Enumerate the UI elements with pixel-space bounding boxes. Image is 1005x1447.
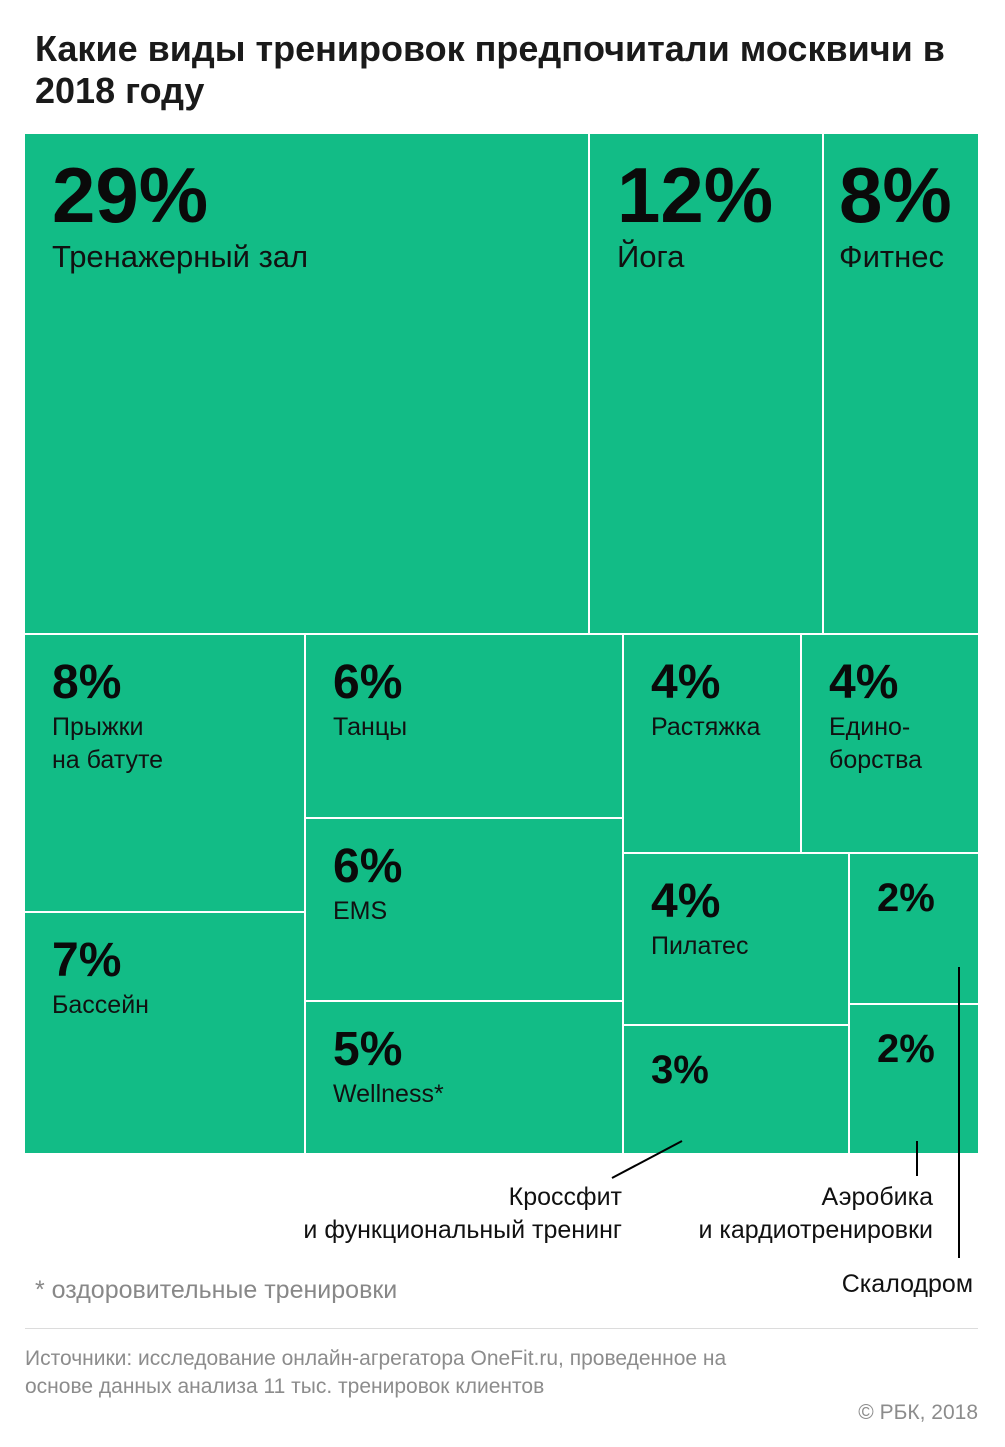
cell-percent: 12%: [617, 151, 774, 239]
cell-label: Прыжки на батуте: [52, 713, 164, 774]
cell-percent: 7%: [52, 934, 122, 987]
treemap-cell-wellness: 5% Wellness*: [306, 1002, 622, 1153]
callout-aerobics: Аэробика и кардиотренировки: [698, 1183, 933, 1244]
treemap-cell-aerobics: 2%: [850, 1005, 978, 1153]
cell-percent: 3%: [651, 1048, 709, 1092]
treemap-cell-martial-arts: 4% Едино- борства: [802, 635, 978, 852]
treemap-cell-pilates: 4% Пилатес: [624, 854, 848, 1024]
treemap-cell-ems: 6% EMS: [306, 819, 622, 1000]
chart-title: Какие виды тренировок предпочитали москв…: [35, 28, 945, 111]
cell-label: Танцы: [333, 713, 408, 741]
cell-percent: 5%: [333, 1023, 403, 1076]
treemap-cell-crossfit: 3%: [624, 1026, 848, 1153]
cell-label: Wellness*: [333, 1080, 444, 1108]
cell-label: EMS: [333, 897, 388, 925]
cell-percent: 6%: [333, 656, 403, 709]
treemap-cell-trampoline: 8% Прыжки на батуте: [25, 635, 304, 911]
cell-label: Растяжка: [651, 713, 761, 741]
cell-percent: 2%: [877, 876, 935, 920]
cell-label: Йога: [617, 239, 685, 274]
treemap-cell-stretching: 4% Растяжка: [624, 635, 800, 852]
cell-percent: 4%: [829, 656, 899, 709]
callout-crossfit: Кроссфит и функциональный тренинг: [303, 1183, 622, 1244]
callout-climbing: Скалодром: [841, 1270, 973, 1298]
cell-percent: 4%: [651, 656, 721, 709]
treemap-cell-dance: 6% Танцы: [306, 635, 622, 817]
cell-percent: 4%: [651, 875, 721, 928]
cell-label: Пилатес: [651, 932, 749, 960]
cell-label: Тренажерный зал: [52, 239, 309, 274]
cell-percent: 29%: [52, 151, 209, 239]
cell-label: Бассейн: [52, 991, 149, 1019]
copyright: © РБК, 2018: [858, 1401, 978, 1424]
treemap-cell-yoga: 12% Йога: [590, 134, 822, 633]
treemap-cell-gym: 29% Тренажерный зал: [25, 134, 588, 633]
cell-label: Едино- борства: [829, 713, 922, 774]
source-note: Источники: исследование онлайн-агрегатор…: [25, 1347, 727, 1398]
treemap-cell-fitness: 8% Фитнес: [824, 134, 978, 633]
cell-percent: 2%: [877, 1027, 935, 1071]
cell-percent: 8%: [839, 151, 952, 239]
treemap-cell-pool: 7% Бассейн: [25, 913, 304, 1153]
cell-label: Фитнес: [839, 239, 944, 274]
treemap-cell-climbing: 2%: [850, 854, 978, 1003]
cell-percent: 6%: [333, 840, 403, 893]
footnote: * оздоровительные тренировки: [35, 1276, 398, 1304]
cell-percent: 8%: [52, 656, 122, 709]
divider: [25, 1328, 978, 1329]
